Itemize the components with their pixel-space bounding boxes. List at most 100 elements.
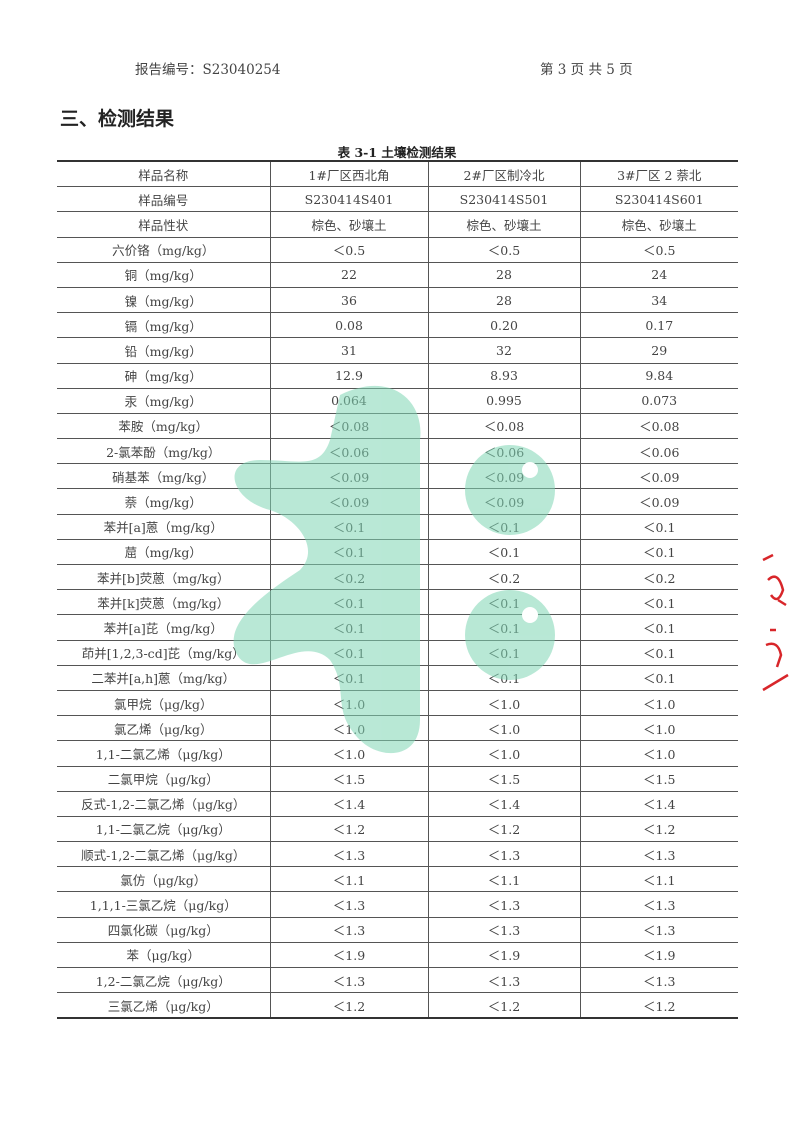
cell-value: ＜0.1 [427,589,581,616]
table-row: 苯并[a]芘（mg/kg） ＜0.1 ＜0.1 ＜0.1 [57,614,738,641]
table-row: 苯（μg/kg） ＜1.9 ＜1.9 ＜1.9 [57,941,738,969]
cell-value: ＜1.2 [579,992,738,1019]
cell-value: ＜1.1 [269,866,429,893]
table-row: 2-氯苯酚（mg/kg） ＜0.06 ＜0.06 ＜0.06 [57,438,738,465]
cell-value: ＜0.1 [579,639,738,666]
cell-value: ＜0.1 [427,639,581,666]
cell-value: ＜0.09 [269,488,429,515]
cell-value: 28 [427,286,581,314]
cell-value: ＜0.09 [579,463,738,490]
cell-value: ＜1.1 [427,866,581,893]
row-label: 铜（mg/kg） [57,261,271,288]
cell-value: ＜1.2 [269,815,429,843]
cell-value: ＜0.08 [269,412,429,440]
cell-value: ＜1.3 [579,916,738,943]
row-label: 1,2-二氯乙烷（μg/kg） [57,966,271,994]
cell-value: ＜1.3 [579,841,738,868]
cell-value: ＜0.08 [427,412,581,440]
row-label: 苯并[a]芘（mg/kg） [57,614,271,641]
cell-value: ＜0.1 [427,538,581,566]
cell-value: ＜1.2 [427,992,581,1019]
table-row: 镉（mg/kg） 0.08 0.20 0.17 [57,312,738,339]
row-label: 苯并[b]荧蒽（mg/kg） [57,563,271,591]
cell-value: ＜1.3 [427,916,581,943]
row-label: 砷（mg/kg） [57,362,271,389]
cell-value: 0.08 [269,312,429,339]
red-seal-fragment [762,553,789,692]
cell-value: 0.073 [579,387,738,414]
table-row: 三氯乙烯（μg/kg） ＜1.2 ＜1.2 ＜1.2 [57,992,738,1019]
cell-value: ＜0.1 [269,538,429,566]
cell-value: ＜1.3 [269,841,429,868]
cell-value: ＜1.0 [269,715,429,742]
row-label: 苯（μg/kg） [57,941,271,969]
cell-value: ＜1.5 [579,765,738,792]
row-label: 样品编号 [57,186,271,213]
cell-value: 32 [427,337,581,364]
table-row: 苯并[b]荧蒽（mg/kg） ＜0.2 ＜0.2 ＜0.2 [57,563,738,591]
cell-value: 棕色、砂壤土 [427,211,581,238]
cell-value: ＜1.3 [427,891,581,918]
table-row: 䓛（mg/kg） ＜0.1 ＜0.1 ＜0.1 [57,538,738,566]
cell-value: ＜0.08 [579,412,738,440]
cell-value: ＜1.3 [579,966,738,994]
table-row: 氯甲烷（μg/kg） ＜1.0 ＜1.0 ＜1.0 [57,689,738,717]
table-row: 1,1-二氯乙烯（μg/kg） ＜1.0 ＜1.0 ＜1.0 [57,740,738,767]
cell-value: ＜1.5 [427,765,581,792]
cell-value: ＜0.1 [579,614,738,641]
table-row: 硝基苯（mg/kg） ＜0.09 ＜0.09 ＜0.09 [57,463,738,490]
row-label: 苯并[k]荧蒽（mg/kg） [57,589,271,616]
cell-value: ＜1.4 [269,790,429,817]
cell-value: ＜0.1 [269,614,429,641]
table-row: 二氯甲烷（μg/kg） ＜1.5 ＜1.5 ＜1.5 [57,765,738,792]
table-row: 二苯并[a,h]蒽（mg/kg） ＜0.1 ＜0.1 ＜0.1 [57,664,738,691]
cell-value: ＜1.2 [269,992,429,1019]
row-label: 苯并[a]蒽（mg/kg） [57,513,271,540]
cell-value: ＜0.5 [269,236,429,263]
cell-value: ＜0.2 [269,563,429,591]
cell-value: ＜1.1 [579,866,738,893]
cell-value: S230414S401 [269,186,429,213]
cell-value: ＜1.0 [427,689,581,717]
table-row: 四氯化碳（μg/kg） ＜1.3 ＜1.3 ＜1.3 [57,916,738,943]
cell-value: ＜1.9 [427,941,581,969]
table-row: 六价铬（mg/kg） ＜0.5 ＜0.5 ＜0.5 [57,236,738,263]
cell-value: 0.20 [427,312,581,339]
cell-value: 34 [579,286,738,314]
cell-value: S230414S601 [579,186,738,213]
row-label: 反式-1,2-二氯乙烯（μg/kg） [57,790,271,817]
page-number: 第 3 页 共 5 页 [540,62,633,78]
cell-value: ＜1.3 [427,966,581,994]
table-row: 顺式-1,2-二氯乙烯（μg/kg） ＜1.3 ＜1.3 ＜1.3 [57,841,738,868]
cell-value: ＜0.06 [427,438,581,465]
cell-value: ＜0.1 [269,639,429,666]
cell-value: 0.17 [579,312,738,339]
table-row: 1,2-二氯乙烷（μg/kg） ＜1.3 ＜1.3 ＜1.3 [57,966,738,994]
cell-value: ＜0.1 [579,664,738,691]
row-label: 四氯化碳（μg/kg） [57,916,271,943]
table-row: 氯乙烯（μg/kg） ＜1.0 ＜1.0 ＜1.0 [57,715,738,742]
table-row: 砷（mg/kg） 12.9 8.93 9.84 [57,362,738,389]
table-row: 反式-1,2-二氯乙烯（μg/kg） ＜1.4 ＜1.4 ＜1.4 [57,790,738,817]
cell-value: ＜0.1 [427,513,581,540]
cell-value: 31 [269,337,429,364]
cell-value: ＜0.1 [427,614,581,641]
cell-value: ＜0.06 [269,438,429,465]
cell-value: 0.995 [427,387,581,414]
cell-value: ＜1.0 [427,715,581,742]
row-label: 1,1-二氯乙烷（μg/kg） [57,815,271,843]
cell-value: ＜0.5 [427,236,581,263]
table-row: 铅（mg/kg） 31 32 29 [57,337,738,364]
cell-value: ＜1.3 [269,916,429,943]
cell-value: ＜1.0 [579,740,738,767]
results-table: 样品名称 1#厂区西北角 2#厂区制冷北 3#厂区 2 萘北 样品编号 S230414S4… [57,160,738,1020]
row-label: 二氯甲烷（μg/kg） [57,765,271,792]
row-label: 镉（mg/kg） [57,312,271,339]
table-row: 1,1-二氯乙烷（μg/kg） ＜1.2 ＜1.2 ＜1.2 [57,815,738,843]
cell-value: ＜1.0 [269,689,429,717]
row-label: 汞（mg/kg） [57,387,271,414]
cell-value: 29 [579,337,738,364]
cell-value: ＜1.3 [269,891,429,918]
cell-value: ＜0.2 [427,563,581,591]
table-row: 氯仿（μg/kg） ＜1.1 ＜1.1 ＜1.1 [57,866,738,893]
